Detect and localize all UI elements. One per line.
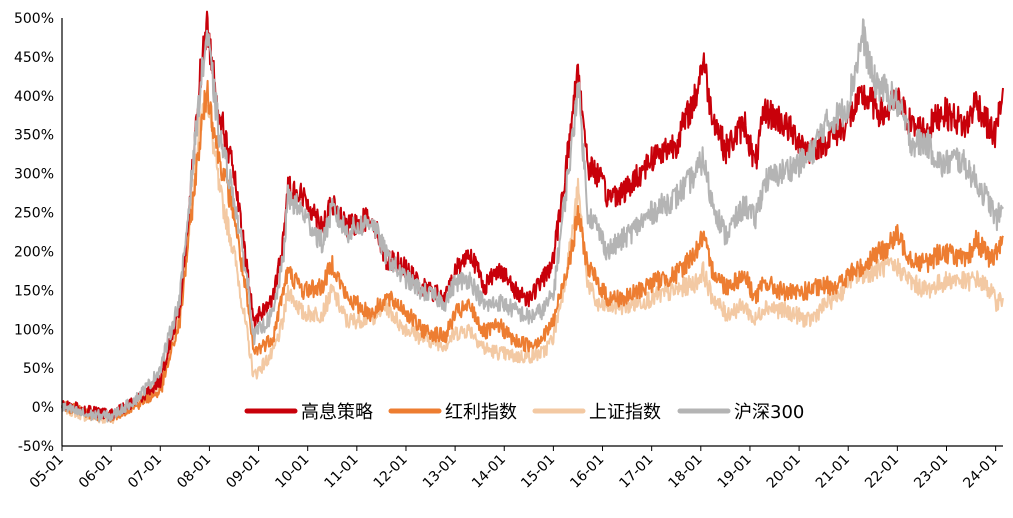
y-tick-label: 300% [14, 167, 54, 183]
legend-label: 红利指数 [445, 402, 517, 423]
axes [61, 18, 1003, 447]
x-axis-ticks: 05-01 06-01 07-01 08-01 09-01 10-01 11-01 12-01… [27, 446, 1000, 492]
series-line-1 [61, 79, 1004, 423]
legend-label: 高息策略 [301, 402, 373, 423]
x-tick-label: 18-01 [666, 452, 706, 492]
x-tick-label: 11-01 [322, 452, 362, 492]
x-tick-label: 20-01 [764, 452, 804, 492]
x-tick-label: 05-01 [27, 452, 67, 492]
x-tick-label: 22-01 [862, 452, 902, 492]
y-tick-label: 150% [14, 283, 54, 299]
x-tick-label: 08-01 [174, 452, 214, 492]
y-tick-label: 450% [14, 50, 54, 66]
x-tick-label: 07-01 [125, 452, 165, 492]
x-tick-label: 10-01 [272, 452, 312, 492]
y-tick-label: 0% [32, 400, 54, 416]
y-tick-label: 100% [14, 322, 54, 338]
x-tick-label: 15-01 [518, 452, 558, 492]
legend-label: 上证指数 [589, 402, 661, 423]
x-tick-label: 17-01 [616, 452, 656, 492]
x-tick-label: 16-01 [567, 452, 607, 492]
y-tick-label: 50% [23, 361, 54, 377]
series-line-3 [61, 18, 1004, 423]
series-layer [61, 10, 1004, 425]
x-tick-label: 24-01 [960, 452, 1000, 492]
y-tick-label: 200% [14, 244, 54, 260]
x-tick-label: 14-01 [469, 452, 509, 492]
x-tick-label: 23-01 [911, 452, 951, 492]
x-tick-label: 06-01 [76, 452, 116, 492]
y-axis-ticks: 500% 450% 400% 350% 300% 250% 200% 150% 100% 50% 0… [14, 11, 54, 455]
x-tick-label: 21-01 [813, 452, 853, 492]
x-tick-label: 12-01 [371, 452, 411, 492]
y-tick-label: 350% [14, 128, 54, 144]
series-line-2 [61, 92, 1004, 425]
y-tick-label: 250% [14, 206, 54, 222]
y-tick-label: 400% [14, 89, 54, 105]
x-tick-label: 13-01 [420, 452, 460, 492]
y-tick-label: 500% [14, 11, 54, 27]
legend: 高息策略 红利指数 上证指数 沪深300 [244, 402, 804, 423]
legend-label: 沪深300 [734, 402, 804, 423]
x-tick-label: 19-01 [715, 452, 755, 492]
y-tick-label: -50% [18, 439, 54, 455]
x-tick-label: 09-01 [223, 452, 263, 492]
